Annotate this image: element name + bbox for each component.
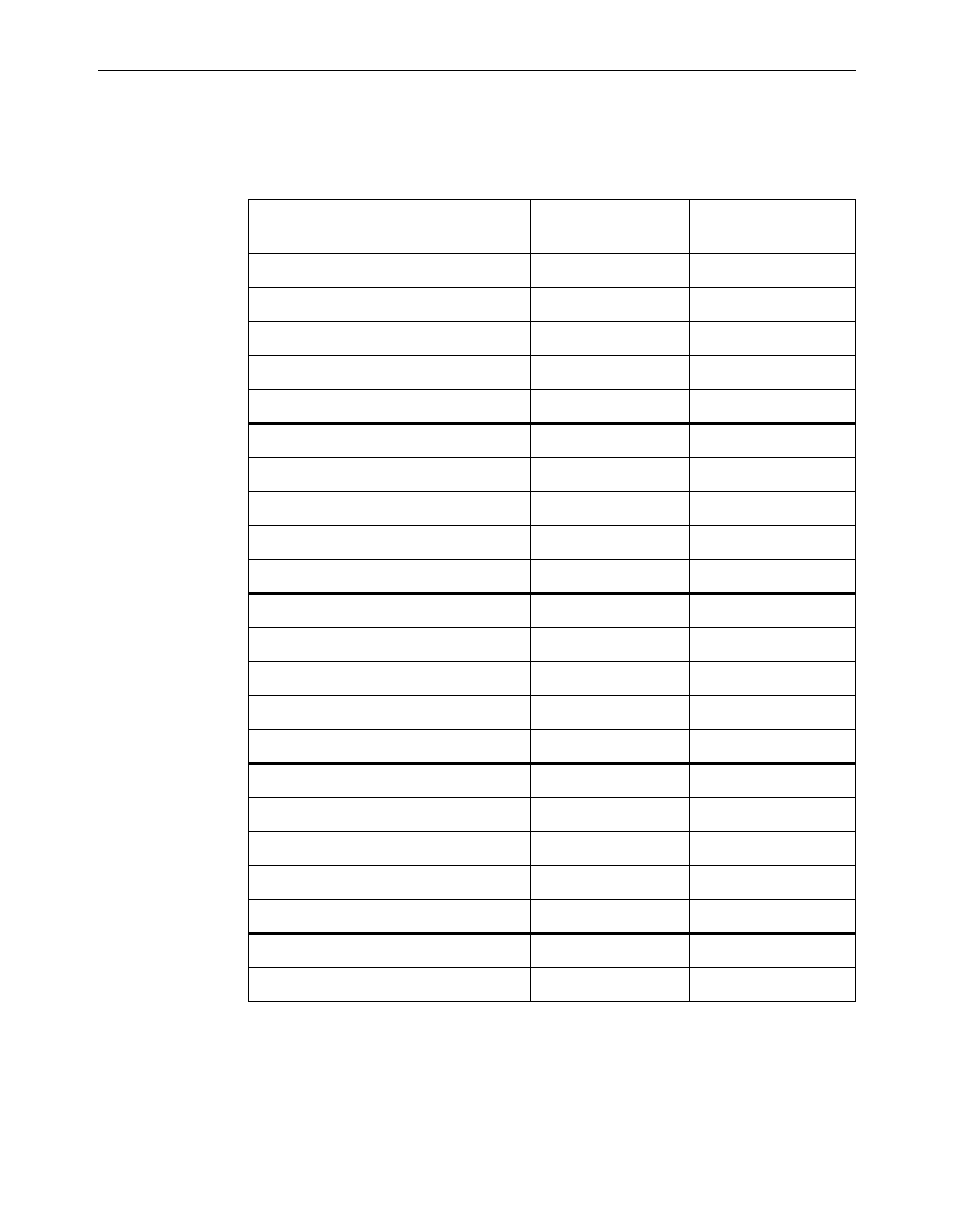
table-cell xyxy=(530,424,690,458)
table-row xyxy=(249,458,856,492)
table-row xyxy=(249,968,856,1002)
table-row xyxy=(249,560,856,594)
table-row xyxy=(249,254,856,288)
table-cell xyxy=(249,934,531,968)
header-rule xyxy=(98,70,856,71)
table-cell xyxy=(690,764,856,798)
page xyxy=(0,0,954,1227)
table-row xyxy=(249,628,856,662)
table-cell xyxy=(249,798,531,832)
table-cell xyxy=(690,424,856,458)
table-row xyxy=(249,662,856,696)
table-cell xyxy=(530,628,690,662)
table-cell xyxy=(530,764,690,798)
table-row xyxy=(249,390,856,424)
table-row xyxy=(249,424,856,458)
table-cell xyxy=(690,492,856,526)
table-cell xyxy=(249,628,531,662)
table-cell xyxy=(690,696,856,730)
table-cell xyxy=(690,866,856,900)
table-cell xyxy=(690,798,856,832)
table-row xyxy=(249,730,856,764)
table-cell xyxy=(690,968,856,1002)
table-cell xyxy=(530,900,690,934)
table-cell xyxy=(530,594,690,628)
table-cell xyxy=(530,968,690,1002)
table-cell xyxy=(690,900,856,934)
table-cell xyxy=(249,390,531,424)
table-cell xyxy=(249,968,531,1002)
table-cell xyxy=(690,322,856,356)
table-body xyxy=(249,254,856,1002)
table-row xyxy=(249,764,856,798)
table-row xyxy=(249,526,856,560)
table-cell xyxy=(249,866,531,900)
table-cell xyxy=(690,560,856,594)
table-cell xyxy=(530,458,690,492)
table-cell xyxy=(249,288,531,322)
table-cell xyxy=(530,492,690,526)
table-cell xyxy=(690,934,856,968)
table-row xyxy=(249,900,856,934)
table-row xyxy=(249,288,856,322)
table-cell xyxy=(249,730,531,764)
table-cell xyxy=(690,288,856,322)
table-cell xyxy=(690,356,856,390)
table-cell xyxy=(249,696,531,730)
table-cell xyxy=(690,390,856,424)
table-cell xyxy=(249,424,531,458)
table-cell xyxy=(530,730,690,764)
table-cell xyxy=(690,526,856,560)
table-header-cell xyxy=(530,200,690,254)
table-row xyxy=(249,934,856,968)
table-cell xyxy=(249,458,531,492)
table-cell xyxy=(249,492,531,526)
table-cell xyxy=(530,356,690,390)
table-cell xyxy=(530,866,690,900)
table-cell xyxy=(530,288,690,322)
table-cell xyxy=(530,832,690,866)
table-cell xyxy=(249,526,531,560)
table-row xyxy=(249,866,856,900)
table-cell xyxy=(690,458,856,492)
table-row xyxy=(249,594,856,628)
table-cell xyxy=(530,560,690,594)
table-container xyxy=(248,199,856,1002)
table-cell xyxy=(249,254,531,288)
table-cell xyxy=(530,322,690,356)
table-cell xyxy=(530,798,690,832)
table-header-cell xyxy=(690,200,856,254)
table-row xyxy=(249,696,856,730)
table-row xyxy=(249,832,856,866)
table-cell xyxy=(690,662,856,696)
table-cell xyxy=(249,764,531,798)
table-row xyxy=(249,322,856,356)
data-table xyxy=(248,199,856,1002)
table-row xyxy=(249,492,856,526)
table-cell xyxy=(530,254,690,288)
table-row xyxy=(249,356,856,390)
table-cell xyxy=(249,662,531,696)
table-header-cell xyxy=(249,200,531,254)
table-header-row xyxy=(249,200,856,254)
table-cell xyxy=(690,730,856,764)
table-cell xyxy=(530,526,690,560)
table-cell xyxy=(530,390,690,424)
table-cell xyxy=(249,594,531,628)
table-cell xyxy=(690,832,856,866)
table-cell xyxy=(249,900,531,934)
table-cell xyxy=(249,322,531,356)
table-cell xyxy=(690,254,856,288)
table-row xyxy=(249,798,856,832)
table-cell xyxy=(249,832,531,866)
table-cell xyxy=(530,934,690,968)
table-cell xyxy=(249,560,531,594)
table-cell xyxy=(530,662,690,696)
table-cell xyxy=(690,628,856,662)
table-cell xyxy=(530,696,690,730)
table-cell xyxy=(690,594,856,628)
table-cell xyxy=(249,356,531,390)
